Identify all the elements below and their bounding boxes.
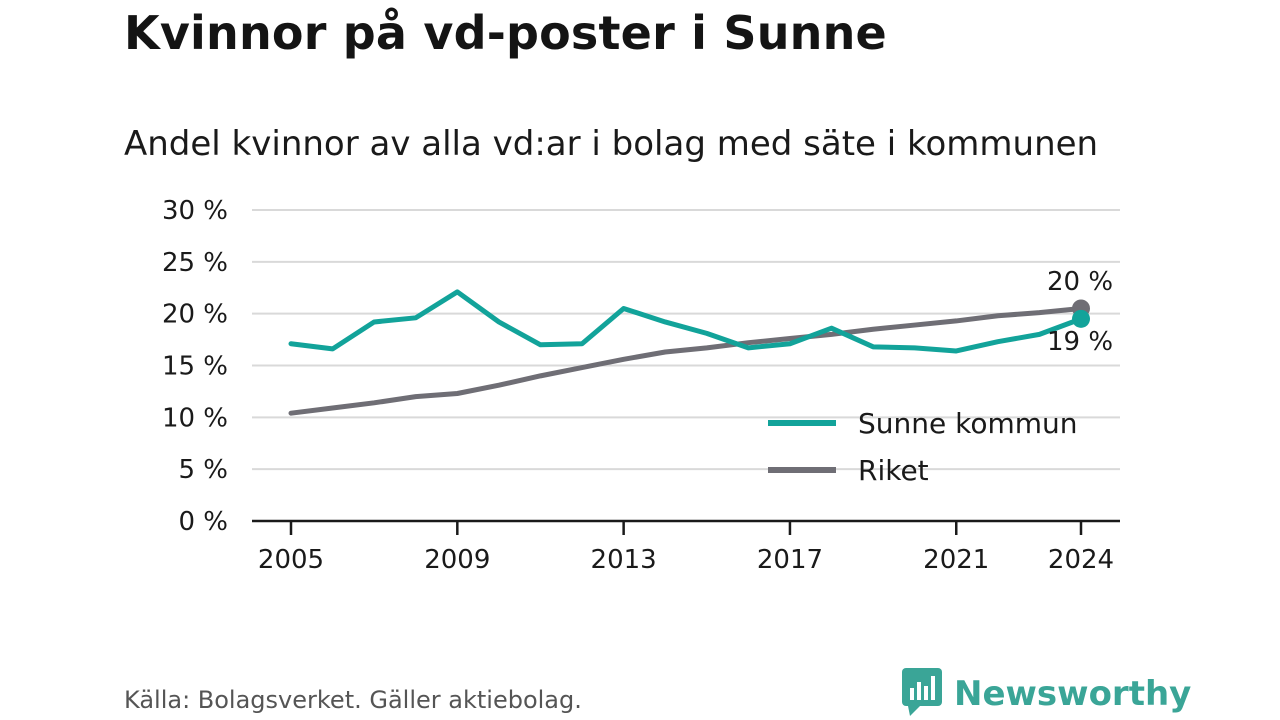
series-line-sunne — [288, 289, 1084, 354]
x-tick-label: 2013 — [591, 545, 657, 575]
series-lines — [288, 289, 1084, 416]
x-axis-ticks: 2005 2009 2013 2017 2021 2024 — [258, 521, 1114, 575]
y-axis-ticks: 0 % 5 % 10 % 15 % 20 % 25 % 30 % — [162, 196, 228, 537]
y-tick-label: 10 % — [162, 403, 228, 433]
legend-label: Riket — [858, 454, 929, 487]
y-tick-label: 25 % — [162, 248, 228, 278]
x-tick-label: 2017 — [757, 545, 823, 575]
y-tick-label: 15 % — [162, 352, 228, 382]
grid-lines — [252, 209, 1120, 471]
chart-subtitle: Andel kvinnor av alla vd:ar i bolag med … — [124, 124, 1099, 164]
series-end-point — [1072, 309, 1090, 328]
brand-name: Newsworthy — [954, 674, 1192, 714]
y-tick-label: 0 % — [178, 507, 228, 537]
x-tick-label: 2009 — [424, 545, 490, 575]
x-tick-label: 2005 — [258, 545, 324, 575]
end-value-label: 19 % — [1047, 327, 1113, 357]
chart-title: Kvinnor på vd-poster i Sunne — [124, 6, 887, 60]
line-chart: 0 %5 %10 %15 %20 %25 %30 % 2005 2009 2013 2… — [162, 196, 1120, 575]
y-tick-label: 20 % — [162, 300, 228, 330]
chart-legend: Sunne kommun Riket — [768, 407, 1078, 487]
source-note: Källa: Bolagsverket. Gäller aktiebolag. — [124, 686, 582, 714]
y-tick-label: 5 % — [178, 455, 228, 485]
x-tick-label: 2021 — [923, 545, 989, 575]
end-value-label: 20 % — [1047, 267, 1113, 297]
y-tick-label: 30 % — [162, 196, 228, 226]
newsworthy-logo-icon — [902, 668, 942, 720]
series-end-points: 19 % 20 % — [1047, 267, 1113, 357]
x-tick-label: 2024 — [1048, 545, 1114, 575]
brand-logo: Newsworthy — [902, 668, 1192, 720]
series-line-riket — [288, 305, 1084, 416]
legend-label: Sunne kommun — [858, 407, 1078, 440]
